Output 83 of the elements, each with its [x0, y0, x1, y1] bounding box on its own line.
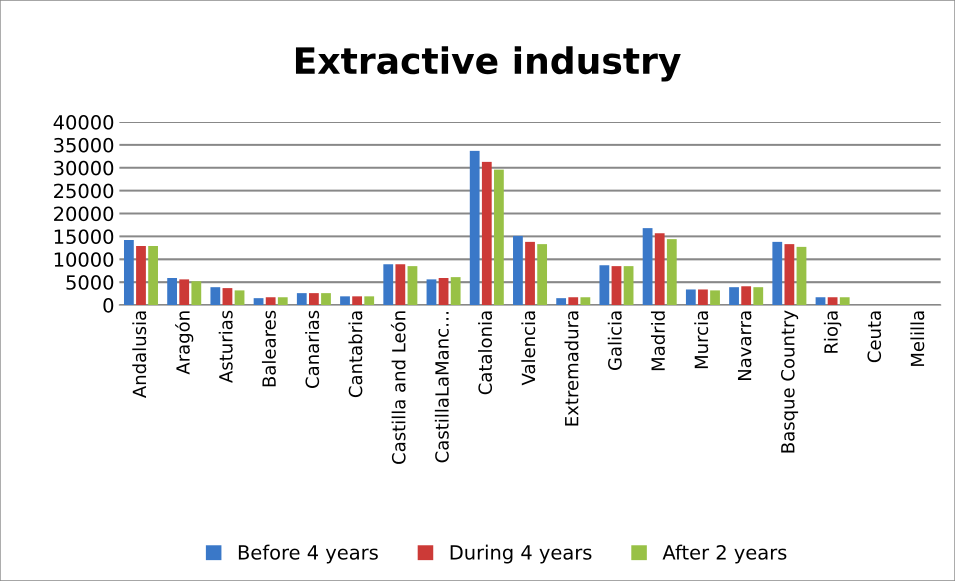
x-tick-label: Valencia — [521, 312, 536, 386]
bar — [556, 298, 566, 306]
bar — [642, 228, 652, 306]
legend-label: Before 4 years — [238, 544, 378, 564]
bar — [210, 287, 220, 306]
bar — [796, 246, 806, 306]
x-tick-label: Asturias — [218, 310, 233, 383]
bar — [450, 277, 461, 306]
y-tick-label: 5000 — [66, 275, 114, 290]
bar — [612, 266, 622, 306]
bar — [266, 297, 276, 306]
x-tick-label: Extremadura — [564, 312, 578, 426]
y-tick-label: 40000 — [54, 114, 114, 130]
bar — [482, 162, 492, 306]
bar — [666, 239, 677, 306]
x-tick-label: Basque Country — [780, 310, 798, 452]
bar — [828, 297, 838, 306]
x-tick-label: CastillaLaManc… — [434, 312, 449, 462]
x-tick-label: Canarias — [305, 310, 320, 388]
bar — [191, 281, 202, 306]
bar — [148, 246, 158, 306]
bar — [816, 297, 826, 306]
x-tick-label: Navarra — [738, 312, 752, 380]
x-tick-label: Baleares — [262, 310, 276, 386]
bar — [840, 297, 850, 306]
bar — [537, 244, 548, 306]
bar — [321, 293, 331, 306]
bar — [513, 236, 523, 306]
y-tick-label: 25000 — [54, 184, 114, 198]
bar — [772, 242, 782, 306]
bar — [580, 297, 590, 306]
bar — [624, 266, 634, 306]
y-tick-label: 35000 — [54, 138, 114, 153]
bar — [698, 289, 708, 306]
x-tick-label: Andalusia — [132, 312, 146, 398]
y-tick-label: 30000 — [54, 160, 114, 176]
bar — [222, 288, 232, 306]
bar — [741, 286, 752, 306]
x-tick-label: Melilla — [910, 312, 924, 366]
bar — [729, 287, 739, 306]
bar — [494, 170, 504, 306]
bar — [686, 289, 696, 306]
legend-label: During 4 years — [450, 544, 592, 564]
bar — [784, 244, 794, 306]
x-tick-label: Castilla and León — [390, 311, 406, 464]
x-tick-label: Murcia — [694, 312, 708, 368]
bar — [136, 246, 146, 306]
bar — [753, 287, 764, 306]
bar — [710, 290, 720, 306]
bar — [438, 278, 448, 306]
bar — [278, 297, 288, 306]
x-tick-label: Cantabria — [348, 312, 362, 398]
x-tick-label: Catalonia — [478, 312, 492, 394]
bar — [296, 293, 307, 306]
y-tick-label: 0 — [103, 298, 114, 313]
bar — [179, 279, 190, 306]
x-tick-label: Rioja — [824, 312, 842, 353]
bar — [124, 240, 134, 306]
x-tick-label: Galicia — [608, 312, 622, 370]
bar — [383, 264, 394, 306]
bar — [308, 293, 319, 306]
y-tick-label: 10000 — [54, 252, 114, 267]
bar — [426, 279, 436, 306]
bar — [254, 298, 264, 306]
bar — [599, 265, 610, 306]
bar — [525, 242, 535, 306]
bar — [568, 297, 578, 306]
legend-label: After 2 years — [662, 544, 786, 564]
bar — [364, 296, 374, 306]
bar — [408, 266, 418, 306]
bar — [395, 264, 406, 306]
chart-title: Extractive industry — [296, 46, 681, 82]
x-tick-label: Ceuta — [867, 312, 882, 362]
y-tick-label: 15000 — [54, 229, 114, 244]
bar — [234, 290, 244, 306]
bar — [352, 296, 362, 306]
bar — [654, 233, 665, 306]
y-tick-label: 20000 — [54, 206, 114, 222]
bar — [470, 150, 480, 306]
bar — [167, 278, 178, 306]
x-tick-label: Madrid — [650, 312, 665, 370]
x-tick-label: Aragón — [175, 311, 194, 375]
bar — [340, 296, 350, 306]
